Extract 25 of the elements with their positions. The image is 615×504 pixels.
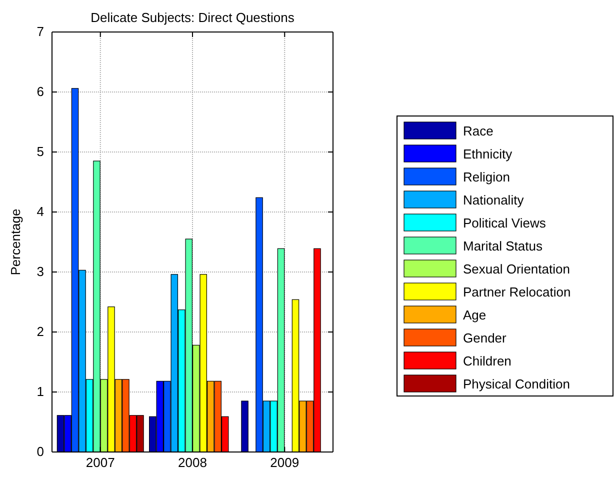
y-tick-label: 0	[36, 444, 44, 460]
legend-label: Marital Status	[463, 238, 543, 254]
legend-label: Children	[463, 354, 512, 368]
y-tick-label: 6	[36, 84, 44, 100]
legend-label: Race	[463, 124, 494, 138]
legend-label: Age	[463, 308, 486, 322]
x-tick-label: 2009	[270, 455, 300, 470]
legend-label: Religion	[463, 170, 510, 184]
chart-title: Delicate Subjects: Direct Questions	[90, 10, 295, 25]
legend-label: Ethnicity	[463, 146, 513, 162]
y-tick-label: 2	[36, 324, 44, 340]
x-tick-label: 2008	[178, 455, 207, 470]
legend-label: Partner Relocation	[463, 284, 571, 300]
legend-label: Nationality	[463, 192, 524, 208]
legend-label: Gender	[463, 330, 508, 346]
legend-label: Political Views	[463, 216, 546, 230]
y-tick-label: 7	[36, 24, 44, 40]
legend-label: Physical Condition	[463, 376, 570, 392]
legend-label: Sexual Orientation	[463, 262, 570, 276]
x-tick-label: 2007	[86, 455, 115, 470]
y-tick-label: 5	[36, 144, 44, 160]
y-tick-label: 1	[36, 384, 44, 400]
y-tick-label: 4	[36, 204, 44, 220]
y-tick-label: 3	[36, 264, 44, 280]
y-axis-title: Percentage	[8, 208, 23, 276]
